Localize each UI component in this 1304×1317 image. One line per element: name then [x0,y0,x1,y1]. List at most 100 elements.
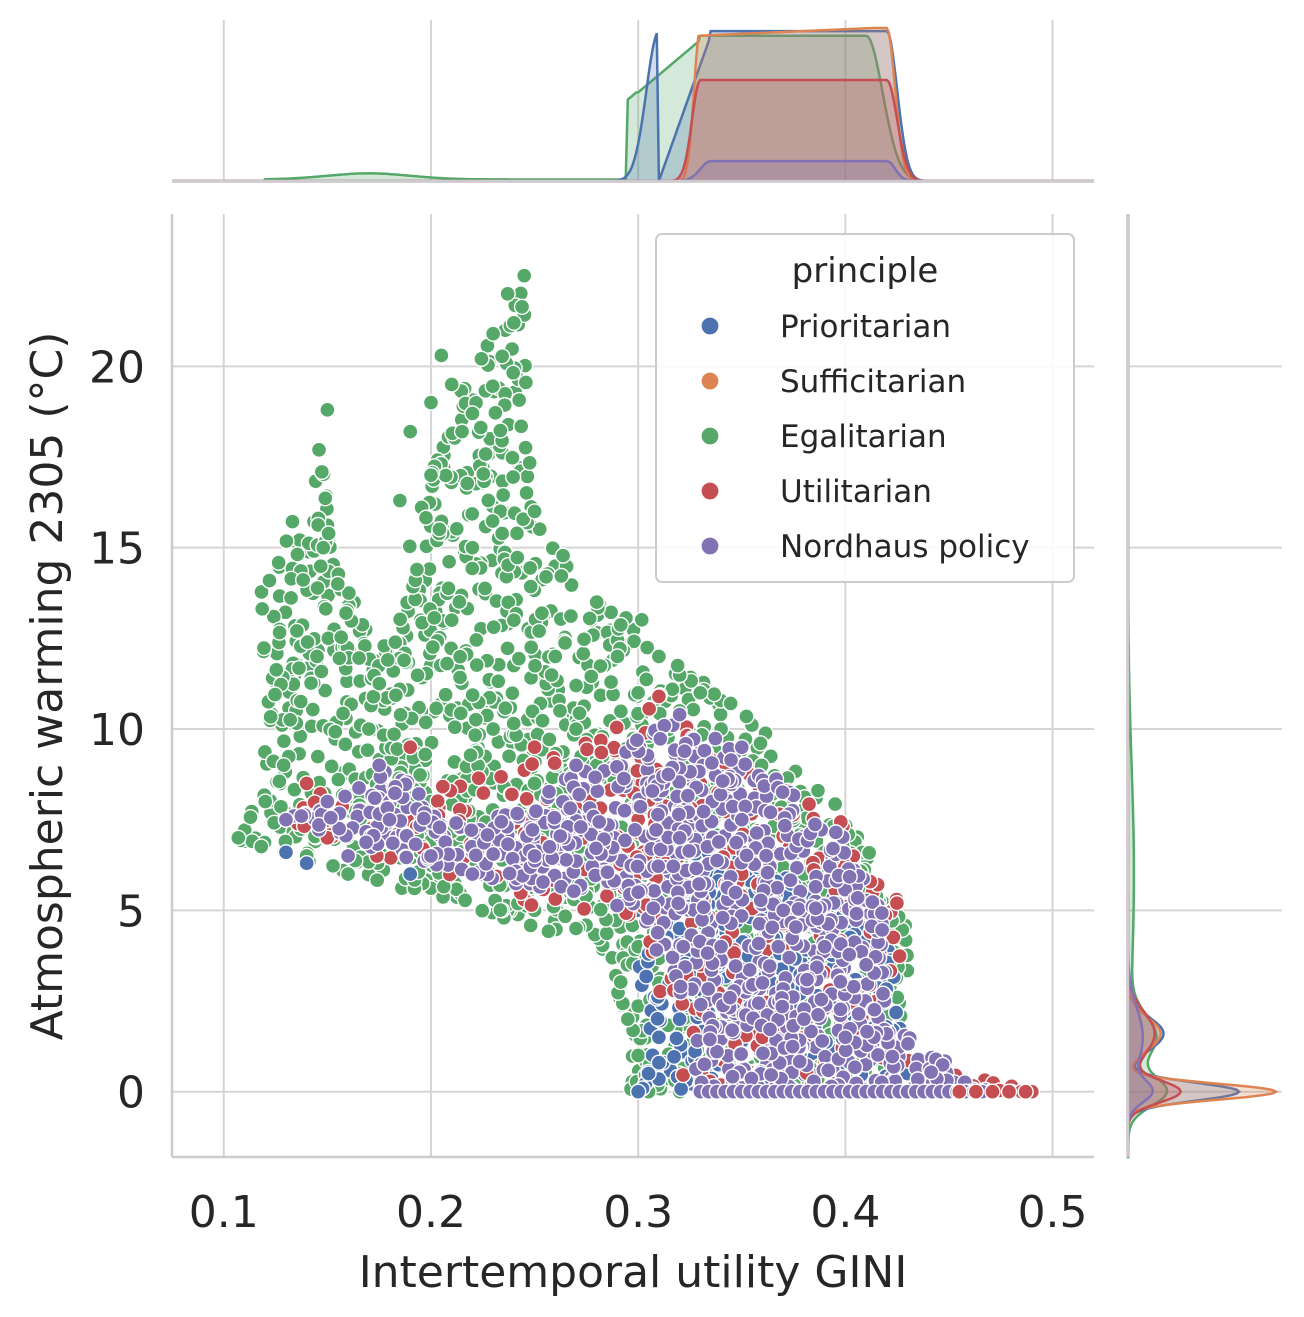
scatter-point [313,663,330,680]
scatter-point [567,677,585,694]
scatter-point [626,821,644,839]
scatter-point [670,895,687,912]
scatter-point [395,652,413,669]
scatter-point [809,1006,827,1023]
scatter-point [554,547,572,564]
y-tick-label: 5 [117,886,145,937]
scatter-point [499,285,516,302]
scatter-point [764,919,781,936]
scatter-point [687,860,705,877]
scatter-point [727,884,744,901]
scatter-point [891,947,908,965]
scatter-point [490,673,507,690]
scatter-point [387,687,405,704]
scatter-point [531,520,548,538]
y-tick-label: 10 [89,705,145,756]
x-tick-label: 0.4 [810,1187,880,1238]
scatter-point [330,820,348,837]
scatter-point [816,938,833,955]
scatter-point [521,454,538,472]
scatter-point [437,467,454,484]
scatter-point [722,751,740,769]
scatter-point [392,706,409,723]
scatter-point [806,816,824,833]
scatter-point [802,1023,820,1040]
right-marginal-kde [1126,214,1279,1159]
scatter-point [323,758,340,775]
scatter-point [537,568,555,586]
scatter-point [640,700,658,718]
scatter-point [268,661,285,678]
scatter-point [690,875,708,893]
scatter-point [410,785,428,803]
scatter-point [616,832,634,849]
scatter-point [588,593,605,611]
scatter-point [479,826,496,844]
scatter-point [708,1043,726,1060]
scatter-point [446,718,463,736]
scatter-point [359,741,376,759]
scatter-point [334,705,352,722]
x-tick-label: 0.3 [603,1187,673,1238]
scatter-point [485,619,502,636]
scatter-point [665,858,682,875]
scatter-point [841,946,858,963]
scatter-point [316,682,334,699]
scatter-point [671,1010,688,1028]
scatter-point [848,905,865,922]
scatter-point [832,973,849,990]
scatter-point [407,836,424,853]
scatter-point [526,738,543,756]
scatter-point [922,1063,940,1081]
legend-label: Nordhaus policy [780,529,1030,565]
scatter-point [526,657,544,675]
scatter-point [277,844,295,861]
scatter-point [593,744,610,761]
scatter-point [357,834,375,851]
scatter-point [526,847,543,865]
scatter-point [464,405,481,422]
scatter-point [242,809,259,826]
scatter-point [750,935,767,952]
scatter-point [984,1083,1001,1100]
scatter-point [625,633,643,650]
scatter-point [546,809,563,826]
scatter-point [638,639,656,656]
scatter-point [572,818,590,836]
scatter-point [616,802,633,819]
legend-marker [700,316,720,336]
scatter-point [629,1047,647,1064]
scatter-point [514,511,532,528]
scatter-point [587,840,605,857]
scatter-point [494,486,512,504]
scatter-point [493,813,510,831]
scatter-point [888,894,906,912]
scatter-point [493,525,511,542]
scatter-point [761,957,778,975]
scatter-point [360,720,378,738]
scatter-point [967,1083,985,1100]
scatter-point [443,376,460,393]
scatter-point [798,971,816,988]
scatter-point [337,604,355,622]
scatter-point [370,757,388,774]
scatter-point [728,834,745,851]
scatter-point [451,593,468,611]
scatter-point [762,804,779,821]
scatter-point [475,465,492,483]
scatter-point [846,1059,864,1076]
scatter-point [714,772,731,790]
scatter-point [476,580,494,597]
scatter-point [651,983,669,1000]
scatter-point [277,811,295,828]
scatter-point [644,782,661,800]
scatter-point [475,784,492,802]
scatter-point [737,756,754,773]
scatter-point [640,1065,657,1082]
scatter-point [332,628,350,646]
scatter-point [752,735,769,752]
scatter-point [505,314,523,332]
scatter-point [366,789,383,807]
scatter-point [615,770,633,787]
scatter-point [591,813,608,831]
